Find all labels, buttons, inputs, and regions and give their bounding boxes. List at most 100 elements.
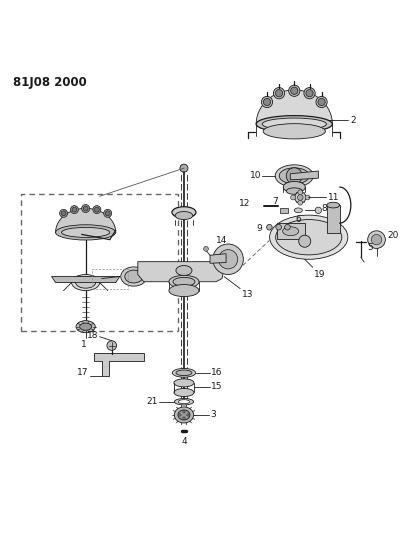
Circle shape <box>204 246 208 251</box>
Text: 20: 20 <box>388 231 399 240</box>
Bar <box>327 205 340 233</box>
Ellipse shape <box>174 379 194 387</box>
Circle shape <box>371 235 382 245</box>
Ellipse shape <box>175 212 193 220</box>
Ellipse shape <box>174 407 194 423</box>
Text: 7: 7 <box>272 197 278 206</box>
Ellipse shape <box>276 220 342 255</box>
Circle shape <box>59 209 67 217</box>
Circle shape <box>315 207 322 214</box>
Circle shape <box>61 211 66 216</box>
Ellipse shape <box>169 285 199 296</box>
Text: 9: 9 <box>257 224 263 233</box>
Circle shape <box>306 90 313 97</box>
Circle shape <box>285 224 290 230</box>
Circle shape <box>298 190 303 195</box>
Ellipse shape <box>263 124 325 139</box>
Text: 12: 12 <box>239 199 250 208</box>
Polygon shape <box>210 254 226 263</box>
Circle shape <box>70 206 78 214</box>
Circle shape <box>183 417 185 419</box>
Circle shape <box>213 244 243 274</box>
Circle shape <box>72 207 77 212</box>
Ellipse shape <box>172 207 196 218</box>
Text: 1: 1 <box>81 340 86 349</box>
Circle shape <box>316 96 327 108</box>
Polygon shape <box>138 262 224 282</box>
Ellipse shape <box>327 203 340 208</box>
Ellipse shape <box>262 118 326 130</box>
Ellipse shape <box>76 277 96 288</box>
Circle shape <box>183 410 185 413</box>
Circle shape <box>180 164 188 172</box>
Ellipse shape <box>279 168 309 184</box>
Polygon shape <box>256 90 332 124</box>
Circle shape <box>368 231 385 248</box>
Text: 15: 15 <box>211 382 223 391</box>
Ellipse shape <box>176 265 192 276</box>
Ellipse shape <box>174 389 194 397</box>
Circle shape <box>93 206 101 214</box>
Circle shape <box>318 99 325 106</box>
Circle shape <box>219 249 238 269</box>
Text: 3: 3 <box>210 410 216 419</box>
Ellipse shape <box>169 276 199 288</box>
Ellipse shape <box>80 323 92 330</box>
Circle shape <box>295 192 306 203</box>
Polygon shape <box>94 353 144 376</box>
Text: 10: 10 <box>250 171 261 180</box>
Text: 19: 19 <box>314 270 325 279</box>
Ellipse shape <box>61 228 110 237</box>
Circle shape <box>95 207 99 212</box>
Circle shape <box>263 99 271 106</box>
Circle shape <box>107 341 116 350</box>
Text: 4: 4 <box>181 437 187 446</box>
Circle shape <box>304 87 315 99</box>
Ellipse shape <box>173 277 195 286</box>
Circle shape <box>274 87 285 99</box>
Circle shape <box>261 96 273 108</box>
Ellipse shape <box>269 215 348 259</box>
Text: 21: 21 <box>147 397 158 406</box>
Circle shape <box>298 200 303 205</box>
Circle shape <box>276 90 283 97</box>
Ellipse shape <box>173 368 196 377</box>
Bar <box>92 269 128 288</box>
Ellipse shape <box>56 225 116 240</box>
Ellipse shape <box>178 400 189 403</box>
Ellipse shape <box>76 321 95 333</box>
Circle shape <box>297 195 303 200</box>
Text: 2: 2 <box>350 116 356 125</box>
Text: 8: 8 <box>321 204 327 213</box>
Circle shape <box>104 209 112 217</box>
Circle shape <box>299 235 311 247</box>
Circle shape <box>289 85 300 96</box>
Ellipse shape <box>125 270 143 283</box>
Ellipse shape <box>286 188 302 195</box>
Polygon shape <box>280 207 288 213</box>
Text: 81J08 2000: 81J08 2000 <box>13 76 87 89</box>
Polygon shape <box>290 171 318 180</box>
Circle shape <box>290 87 298 94</box>
Polygon shape <box>52 277 120 282</box>
Text: 11: 11 <box>328 193 339 202</box>
Ellipse shape <box>256 116 332 133</box>
Ellipse shape <box>283 227 299 236</box>
Circle shape <box>267 224 272 230</box>
Circle shape <box>105 211 110 216</box>
Text: 5: 5 <box>367 243 372 252</box>
Text: 17: 17 <box>77 368 88 377</box>
Circle shape <box>179 414 181 416</box>
Ellipse shape <box>294 208 302 213</box>
Polygon shape <box>56 208 116 232</box>
Text: 14: 14 <box>216 236 227 245</box>
Circle shape <box>276 224 282 230</box>
Ellipse shape <box>174 399 194 405</box>
Bar <box>21 195 178 330</box>
Ellipse shape <box>176 370 192 376</box>
Text: 6: 6 <box>295 215 301 224</box>
Bar <box>277 223 305 239</box>
Text: 13: 13 <box>242 290 254 299</box>
Circle shape <box>82 205 90 213</box>
Text: 16: 16 <box>211 368 223 377</box>
